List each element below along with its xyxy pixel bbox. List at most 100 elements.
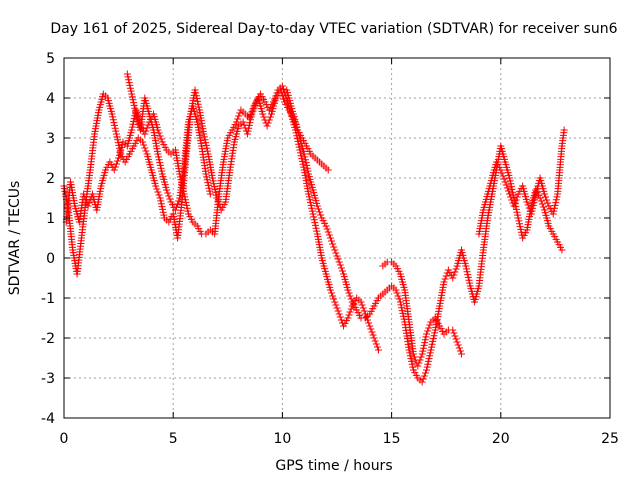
data-point-marker [326,286,334,294]
data-point-marker [156,159,164,167]
data-point-marker [397,301,405,309]
data-point-marker [462,265,470,273]
data-point-marker [316,208,324,216]
data-point-marker [165,192,173,200]
data-point-marker [333,252,341,260]
grid-lines [64,58,610,418]
data-point-marker [180,190,188,198]
data-point-marker [516,223,524,231]
data-point-marker [298,157,306,165]
data-point-marker [542,193,550,201]
data-point-marker [497,166,505,174]
data-point-marker [560,126,568,134]
y-tick-label: -2 [41,331,55,347]
data-point-marker [425,324,433,332]
data-point-marker [81,193,89,201]
data-point-marker [507,183,515,191]
data-point-marker [204,179,212,187]
data-point-marker [247,111,255,119]
data-point-marker [210,180,218,188]
data-point-marker [306,196,314,204]
data-point-marker [157,200,165,208]
data-point-marker [279,95,287,103]
data-point-marker [422,333,430,341]
data-point-marker [130,117,138,125]
data-point-marker [266,113,274,121]
data-point-marker [329,292,337,300]
data-point-marker [428,340,436,348]
data-point-marker [558,246,566,254]
data-point-marker [126,84,134,92]
data-point-marker [113,133,121,141]
data-point-marker [345,289,353,297]
data-point-marker [85,199,93,207]
data-point-marker [409,363,417,371]
data-point-marker [338,267,346,275]
data-point-marker [152,182,160,190]
data-point-marker [331,246,339,254]
data-point-marker [194,97,202,105]
data-point-marker [357,298,365,306]
data-point-marker [263,122,271,130]
data-point-marker [456,347,464,355]
data-point-marker [503,184,511,192]
data-point-marker [125,76,133,84]
data-point-marker [450,329,458,337]
x-tick-label: 20 [492,431,510,447]
data-point-marker [529,204,537,212]
data-point-marker [367,325,375,333]
data-point-marker [310,213,318,221]
data-point-marker [246,114,254,122]
data-point-marker [210,183,218,191]
y-tick-label: -1 [41,291,55,307]
data-point-marker [500,175,508,183]
data-point-marker [234,115,242,123]
data-point-marker [426,349,434,357]
data-point-marker [365,319,373,327]
data-point-marker [129,96,137,104]
data-point-marker [183,204,191,212]
axis-ticks: 0 5 10 15 20 25 -4 -3 -2 -1 0 1 2 3 4 5 [41,51,619,447]
data-point-marker [130,99,138,107]
data-point-marker [142,147,150,155]
data-point-marker [172,203,180,211]
data-point-marker [420,372,428,380]
data-point-marker [156,161,164,169]
data-point-marker [126,81,134,89]
data-point-marker [181,193,189,201]
data-point-marker [423,330,431,338]
data-point-marker [332,301,340,309]
chart-title: Day 161 of 2025, Sidereal Day-to-day VTE… [50,21,617,37]
data-point-marker [328,237,336,245]
data-point-marker [111,124,119,132]
data-point-marker [175,197,183,205]
data-point-marker [506,177,514,185]
data-point-marker [259,110,267,118]
data-point-marker [407,355,415,363]
data-point-marker [414,362,422,370]
data-point-marker [203,144,211,152]
data-point-marker [405,346,413,354]
data-point-marker [512,196,520,204]
data-point-marker [527,210,535,218]
data-point-marker [276,86,284,94]
data-point-marker [451,268,459,276]
data-point-marker [501,178,509,186]
data-point-marker [264,119,272,127]
data-point-marker [415,359,423,367]
data-point-marker [128,123,136,131]
x-axis-label: GPS time / hours [275,458,392,474]
data-point-marker [163,186,171,194]
data-point-marker [313,202,321,210]
data-point-marker [302,159,310,167]
data-point-marker [301,156,309,164]
data-point-marker [157,197,165,205]
data-point-marker [131,107,139,115]
data-point-marker [514,214,522,222]
data-point-marker [504,187,512,195]
data-point-marker [347,295,355,303]
data-point-marker [181,196,189,204]
data-point-marker [337,316,345,324]
data-point-marker [108,110,116,118]
data-point-marker [308,204,316,212]
